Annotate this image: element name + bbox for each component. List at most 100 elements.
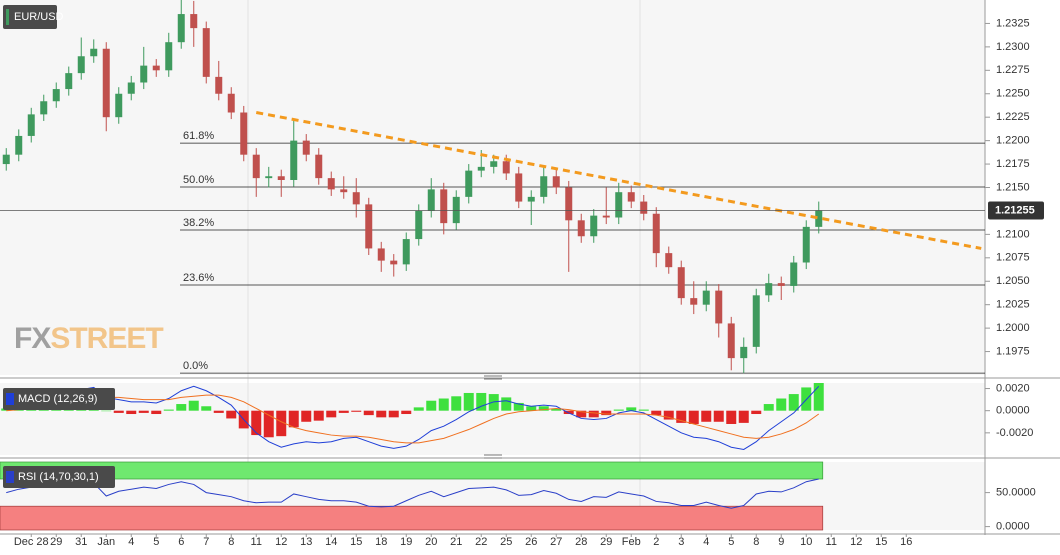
candle-body [302, 140, 310, 155]
fib-label: 38.2% [183, 217, 214, 229]
macd-histogram-bar [738, 410, 749, 423]
y-tick-label: 1.2175 [996, 158, 1030, 170]
x-tick-label: 8 [753, 536, 759, 548]
fib-label: 23.6% [183, 272, 214, 284]
rsi-line [6, 478, 819, 509]
macd-histogram-bar [326, 410, 337, 418]
macd-histogram-bar [501, 397, 512, 411]
candle-body [615, 192, 623, 218]
candle-body [477, 166, 485, 171]
overbought-zone [0, 461, 824, 480]
macd-histogram-bar [713, 410, 724, 422]
macd-histogram-bar [776, 398, 787, 411]
candle-body [377, 248, 385, 261]
candle-body [777, 283, 785, 286]
macd-histogram-bar [551, 408, 562, 411]
candle-body [165, 42, 173, 71]
x-tick-label: 11 [251, 536, 262, 548]
x-tick-label: 5 [728, 536, 734, 548]
fib-label: 61.8% [183, 130, 214, 142]
rsi-box[interactable]: RSI (14,70,30,1) [3, 466, 115, 488]
x-tick-label: 25 [500, 536, 512, 548]
y-tick-label: 1.2300 [996, 41, 1030, 53]
macd-histogram-bar [113, 410, 124, 413]
candle-body [127, 82, 135, 94]
x-tick-label: 2 [653, 536, 659, 548]
x-tick-label: 21 [450, 536, 462, 548]
y-tick-label: 1.2025 [996, 299, 1030, 311]
macd-histogram-bar [526, 406, 537, 411]
macd-histogram-bar [538, 406, 549, 411]
candle-body [427, 189, 435, 211]
macd-histogram-bar [513, 402, 524, 411]
x-tick-label: 26 [525, 536, 537, 548]
watermark: FXSTREET [14, 322, 163, 355]
oversold-zone [0, 505, 824, 531]
macd-histogram-bar [288, 410, 299, 428]
y-tick-label: 1.2050 [996, 275, 1030, 287]
candle-body [652, 213, 660, 254]
candle-body [15, 135, 23, 155]
y-tick-label: 0.0000 [996, 405, 1030, 417]
candle-body [402, 239, 410, 265]
y-tick-label: 1.2100 [996, 228, 1030, 240]
macd-histogram-bar [301, 410, 312, 422]
candle-body [515, 173, 523, 202]
x-tick-label: 12 [850, 536, 862, 548]
candle-body [552, 176, 560, 188]
y-tick-label: -0.0020 [996, 427, 1033, 439]
candle-body [40, 101, 48, 115]
x-tick-label: 27 [550, 536, 562, 548]
macd-histogram-bar [276, 410, 287, 437]
x-tick-label: 5 [153, 536, 159, 548]
macd-histogram-bar [388, 410, 399, 418]
macd-histogram-bar [163, 409, 174, 411]
x-tick-label: Dec 28 [14, 536, 49, 548]
macd-histogram-bar [213, 410, 224, 413]
candle-body [77, 56, 85, 74]
x-tick-label: 18 [375, 536, 387, 548]
resize-handle[interactable] [484, 454, 502, 459]
x-tick-label: 22 [475, 536, 487, 548]
macd-histogram-bar [588, 410, 599, 418]
candle-body [115, 93, 123, 118]
candle-body [190, 14, 198, 29]
y-tick-label: 1.2325 [996, 17, 1030, 29]
y-tick-label: 50.0000 [996, 487, 1036, 499]
resize-handle[interactable] [484, 375, 502, 380]
macd-box[interactable]: MACD (12,26,9) [3, 388, 115, 410]
x-tick-label: Feb [622, 536, 641, 548]
x-tick-label: 28 [575, 536, 587, 548]
x-tick-label: 29 [50, 536, 62, 548]
candle-body [140, 65, 148, 83]
y-tick-label: 1.2225 [996, 111, 1030, 123]
macd-histogram-bar [151, 410, 162, 415]
candle-body [365, 204, 373, 249]
candle-body [227, 93, 235, 113]
x-tick-label: 13 [300, 536, 312, 548]
y-tick-label: 1.1975 [996, 345, 1030, 357]
macd-histogram-bar [751, 410, 762, 415]
candle-body [152, 65, 160, 71]
macd-histogram-bar [138, 410, 149, 413]
candle-body [702, 290, 710, 305]
macd-histogram-bar [463, 392, 474, 411]
macd-histogram-bar [101, 410, 112, 412]
x-tick-label: 20 [425, 536, 437, 548]
symbol-box[interactable]: EUR/USD [3, 5, 64, 29]
candle-body [390, 260, 398, 265]
y-tick-label: 1.2200 [996, 135, 1030, 147]
fib-label: 50.0% [183, 174, 214, 186]
macd-histogram-bar [613, 409, 624, 411]
x-tick-label: 12 [275, 536, 287, 548]
macd-histogram-bar [376, 410, 387, 418]
candle-body [465, 170, 473, 197]
candle-body [815, 210, 823, 227]
candle-body [802, 226, 810, 263]
candle-body [352, 192, 360, 205]
candle-body [65, 73, 73, 90]
candle-body [265, 176, 273, 179]
candle-body [540, 176, 548, 197]
x-tick-label: 15 [350, 536, 362, 548]
macd-histogram-bar [763, 404, 774, 411]
